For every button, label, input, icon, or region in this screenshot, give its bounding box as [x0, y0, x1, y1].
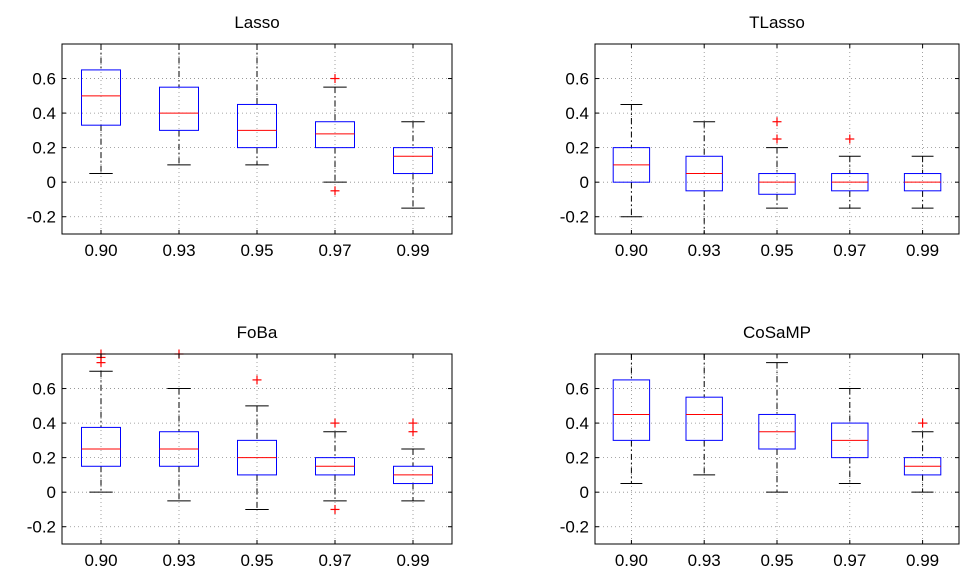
x-tick-label: 0.97: [318, 551, 351, 569]
y-tick-label: -0.2: [560, 208, 589, 227]
box: [81, 69, 121, 126]
box: [81, 426, 121, 467]
panel-cosamp: CoSaMP -0.2 0 0.2 0.4 0.6 0.90 0.93 0.95 0.97 0.9…: [560, 323, 960, 569]
y-tick-label: 0: [580, 483, 589, 502]
panel-title: FoBa: [237, 323, 278, 342]
y-tick-label: 0.2: [565, 449, 589, 468]
y-tick-label: 0.6: [565, 380, 589, 399]
panel-title: Lasso: [234, 13, 279, 32]
x-tick-label: 0.90: [615, 551, 648, 569]
outlier-marker: [408, 418, 418, 428]
y-tick-label: -0.2: [27, 208, 56, 227]
panel-title: TLasso: [749, 13, 805, 32]
panel-title: CoSaMP: [743, 323, 811, 342]
outlier-marker: [408, 427, 418, 437]
panel-lasso: Lasso -0.2 0 0.2 0.4 0.6 0.90 0.93 0.95 0.97 0.99: [27, 13, 453, 260]
y-tick-label: 0.4: [32, 104, 56, 123]
x-tick-label: 0.93: [162, 551, 195, 569]
box: [758, 173, 796, 195]
y-tick-label: 0.4: [565, 414, 589, 433]
y-tick-label: 0.2: [565, 139, 589, 158]
panel-foba: FoBa -0.2 0 0.2 0.4 0.6 0.90 0.93 0.95 0.97 0.99: [27, 323, 453, 569]
y-tick-label: 0.4: [32, 414, 56, 433]
x-tick-label: 0.95: [760, 551, 793, 569]
outlier-marker: [845, 134, 855, 144]
y-tick-label: 0: [47, 483, 56, 502]
outlier-marker: [330, 186, 340, 196]
box: [237, 103, 277, 149]
x-tick-label: 0.99: [906, 551, 939, 569]
x-tick-label: 0.97: [318, 241, 351, 260]
x-tick-label: 0.95: [240, 241, 273, 260]
outlier-marker: [330, 74, 340, 84]
x-tick-label: 0.90: [84, 241, 117, 260]
y-tick-label: 0.6: [32, 380, 56, 399]
outlier-marker: [772, 117, 782, 127]
x-tick-label: 0.95: [760, 241, 793, 260]
outlier-marker: [252, 375, 262, 385]
box: [612, 379, 651, 441]
outlier-marker: [96, 358, 106, 368]
x-tick-label: 0.93: [688, 551, 721, 569]
outlier-marker: [918, 418, 928, 428]
x-tick-label: 0.99: [396, 241, 429, 260]
outlier-marker: [772, 134, 782, 144]
y-tick-label: 0: [580, 173, 589, 192]
box: [393, 147, 433, 175]
x-tick-label: 0.97: [833, 551, 866, 569]
x-tick-label: 0.93: [688, 241, 721, 260]
panel-tlasso: TLasso -0.2 0 0.2 0.4 0.6 0.90 0.93 0.95 0.97 0.9…: [560, 13, 960, 260]
y-tick-label: 0.4: [565, 104, 589, 123]
y-tick-label: -0.2: [560, 518, 589, 537]
y-tick-label: 0.2: [32, 139, 56, 158]
box: [685, 396, 723, 441]
x-tick-label: 0.99: [906, 241, 939, 260]
y-tick-label: -0.2: [27, 518, 56, 537]
x-tick-label: 0.99: [396, 551, 429, 569]
y-tick-label: 0.2: [32, 449, 56, 468]
outlier-marker: [330, 504, 340, 514]
x-tick-label: 0.95: [240, 551, 273, 569]
box: [159, 86, 199, 131]
y-tick-label: 0.6: [32, 70, 56, 89]
y-tick-label: 0: [47, 173, 56, 192]
x-tick-label: 0.97: [833, 241, 866, 260]
x-tick-label: 0.90: [84, 551, 117, 569]
box: [315, 121, 355, 149]
x-tick-label: 0.90: [615, 241, 648, 260]
y-tick-label: 0.6: [565, 70, 589, 89]
outlier-marker: [330, 418, 340, 428]
x-tick-label: 0.93: [162, 241, 195, 260]
